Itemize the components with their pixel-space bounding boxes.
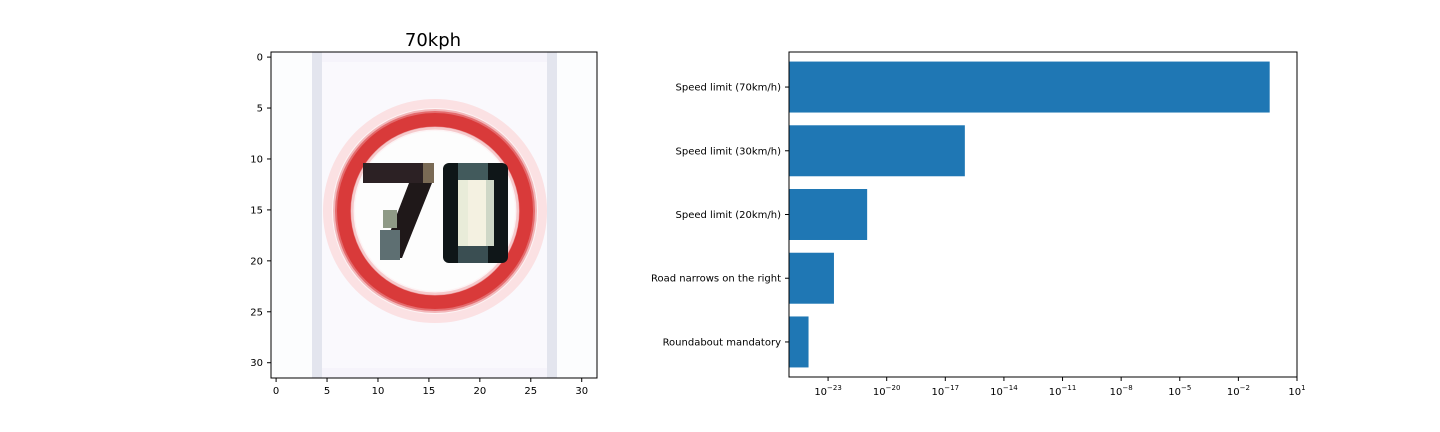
x-tick-label: 0	[273, 386, 279, 397]
x-tick-label: 20	[473, 386, 486, 397]
bar	[789, 316, 809, 368]
image-panel: 70kph	[250, 30, 598, 397]
y-tick-label: 5	[257, 104, 263, 115]
x-tick-label: 10	[372, 386, 385, 397]
category-label: Roundabout mandatory	[663, 337, 782, 348]
bar-axis-ticks: Speed limit (70km/h) Speed limit (30km/h)…	[651, 83, 1306, 398]
bar	[789, 61, 1270, 113]
x-tick-label: 5	[324, 386, 330, 397]
y-tick-label: 25	[250, 307, 263, 318]
x-tick-label: 10−5	[1168, 384, 1191, 398]
y-tick-label: 30	[250, 358, 263, 369]
x-tick-label: 10−11	[1049, 384, 1077, 398]
x-tick-label: 10−23	[814, 384, 842, 398]
bar-panel: Speed limit (70km/h) Speed limit (30km/h)…	[651, 51, 1306, 398]
y-tick-label: 15	[250, 205, 263, 216]
y-tick-label: 0	[257, 53, 263, 64]
sign-image	[271, 52, 597, 378]
x-tick-label: 10−14	[990, 384, 1018, 398]
y-tick-label: 20	[250, 256, 263, 267]
x-tick-label: 10−2	[1227, 384, 1250, 398]
bar	[789, 189, 868, 240]
x-tick-label: 15	[423, 386, 436, 397]
category-label: Road narrows on the right	[651, 274, 781, 285]
x-tick-label: 25	[524, 386, 537, 397]
x-tick-label: 10−8	[1110, 384, 1133, 398]
category-label: Speed limit (30km/h)	[676, 146, 782, 157]
image-axis-ticks: 0 5 10 15 20 25 30 0 5 10 15 20 25 30	[250, 53, 588, 397]
image-title: 70kph	[405, 30, 461, 51]
category-label: Speed limit (20km/h)	[676, 210, 782, 221]
x-tick-label: 10−20	[873, 384, 901, 398]
image-axes-frame	[270, 51, 598, 379]
bar	[789, 252, 834, 304]
x-tick-label: 30	[575, 386, 588, 397]
category-label: Speed limit (70km/h)	[676, 83, 782, 94]
x-tick-label: 101	[1288, 384, 1305, 398]
y-tick-label: 10	[250, 154, 263, 165]
bar-series	[789, 61, 1270, 368]
bar	[789, 125, 965, 177]
x-tick-label: 10−17	[932, 384, 960, 398]
